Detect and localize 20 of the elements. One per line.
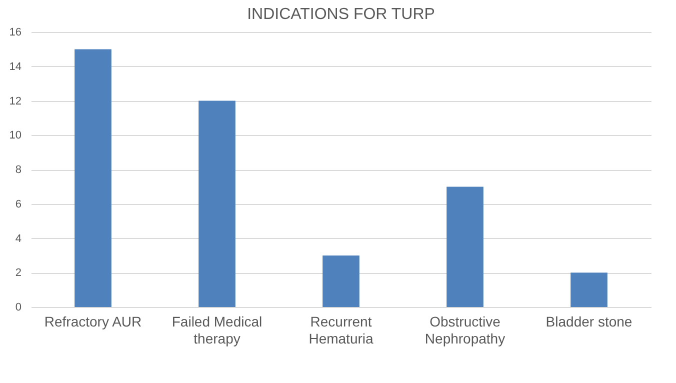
y-tick-label: 16 — [9, 26, 22, 38]
bar — [198, 100, 236, 307]
x-tick-label: Refractory AUR — [44, 314, 142, 330]
x-tick-label: Bladder stone — [546, 314, 632, 330]
bar — [570, 272, 608, 307]
y-tick-label: 4 — [15, 232, 22, 245]
y-tick-label: 8 — [15, 164, 22, 176]
y-tick-label: 0 — [15, 302, 22, 314]
x-tick-label: Recurrent Hematuria — [308, 314, 374, 346]
bar — [74, 49, 112, 307]
x-tick-label: Failed Medical therapy — [172, 314, 262, 346]
x-tick-label: Obstructive Nephropathy — [424, 314, 506, 346]
y-tick-label: 12 — [9, 95, 22, 108]
bar — [322, 255, 360, 307]
y-tick-label: 14 — [9, 60, 22, 73]
bar — [446, 186, 484, 307]
y-tick-label: 6 — [15, 198, 22, 210]
chart-title: INDICATIONS FOR TURP — [247, 6, 435, 23]
y-tick-label: 10 — [9, 130, 22, 142]
y-tick-label: 2 — [15, 267, 22, 280]
